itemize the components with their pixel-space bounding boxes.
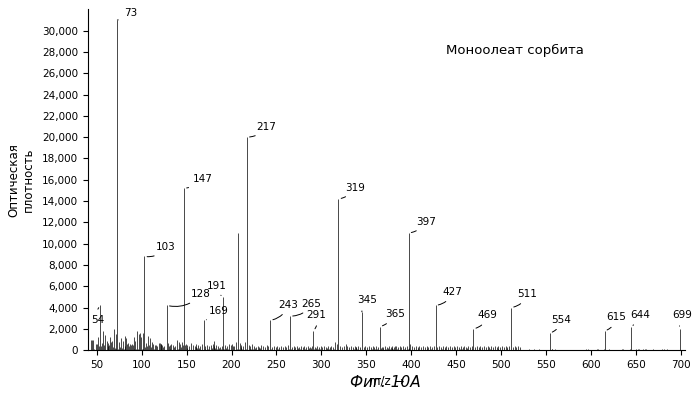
Text: 191: 191 — [206, 281, 226, 296]
Text: 427: 427 — [438, 287, 463, 305]
Text: 217: 217 — [250, 122, 276, 137]
Text: 243: 243 — [273, 300, 298, 320]
Text: 365: 365 — [382, 309, 405, 326]
Text: 511: 511 — [514, 289, 537, 307]
Text: 397: 397 — [412, 217, 435, 232]
Text: 54: 54 — [91, 308, 104, 325]
Text: Моноолеат сорбита: Моноолеат сорбита — [447, 44, 584, 57]
Text: Фиг. 10A: Фиг. 10A — [350, 375, 420, 390]
Text: 699: 699 — [672, 310, 692, 326]
Text: 147: 147 — [187, 174, 213, 188]
Y-axis label: Оптическая
плотность: Оптическая плотность — [7, 143, 35, 217]
Text: 103: 103 — [147, 242, 176, 257]
Text: 73: 73 — [118, 8, 137, 20]
Text: 345: 345 — [358, 296, 377, 312]
Text: 615: 615 — [606, 312, 627, 330]
X-axis label: m/z →: m/z → — [369, 374, 405, 387]
Text: 265: 265 — [293, 299, 321, 316]
Text: 128: 128 — [169, 289, 211, 307]
Text: 644: 644 — [631, 310, 650, 325]
Text: 169: 169 — [206, 306, 229, 320]
Text: 469: 469 — [476, 310, 498, 328]
Text: 291: 291 — [306, 310, 326, 329]
Text: 554: 554 — [552, 314, 571, 332]
Text: 319: 319 — [341, 182, 365, 199]
